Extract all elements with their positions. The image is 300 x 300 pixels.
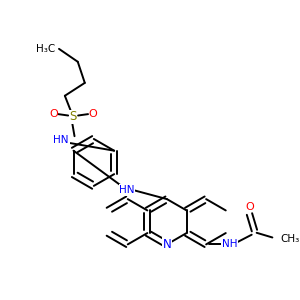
Text: HN: HN <box>53 135 69 145</box>
Text: HN: HN <box>119 185 135 195</box>
Text: S: S <box>69 110 77 123</box>
Text: CH₃: CH₃ <box>281 234 300 244</box>
Text: O: O <box>49 109 58 119</box>
Text: O: O <box>245 202 254 212</box>
Text: H₃C: H₃C <box>36 44 55 54</box>
Text: O: O <box>88 109 98 119</box>
Text: N: N <box>163 238 171 251</box>
Text: NH: NH <box>222 239 237 249</box>
